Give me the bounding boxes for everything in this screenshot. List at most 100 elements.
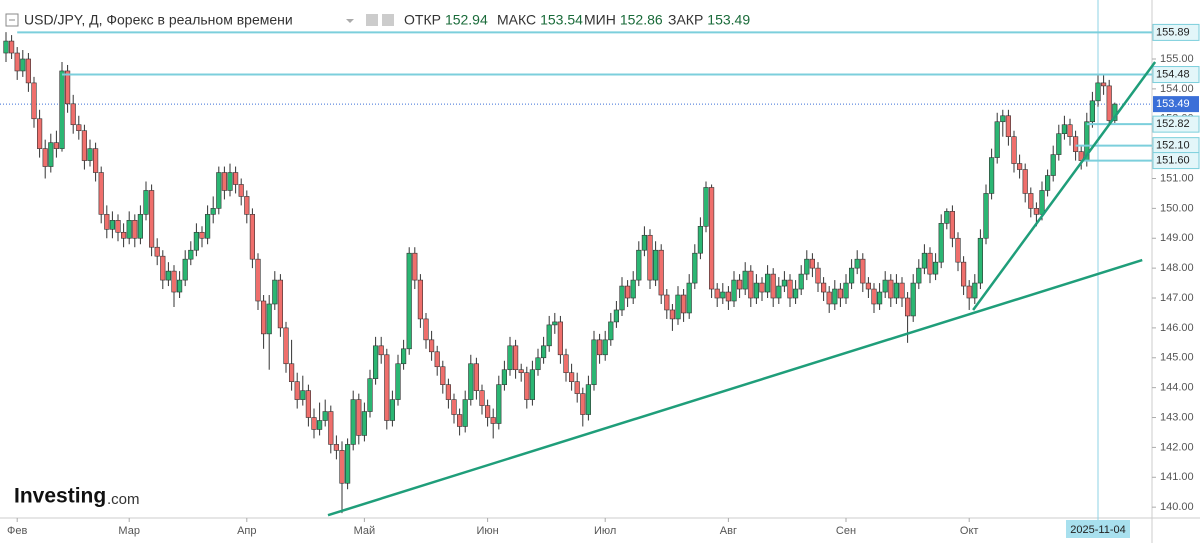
candle-body [552,321,558,326]
dropdown-arrow[interactable] [346,19,354,23]
candle-body [160,255,166,281]
candle-body [36,118,43,149]
candle-body [177,279,183,293]
candle-body [764,273,771,293]
candle-body [613,309,619,323]
x-tick-label: Сен [836,525,856,537]
candle-body [529,369,535,400]
settings-icon[interactable] [366,14,378,26]
trendline [327,258,1143,517]
candle-body [697,226,703,254]
candle-body [658,249,664,296]
candle-body [624,285,631,299]
candle-body [876,291,883,305]
level-label-box [1152,23,1200,41]
candle-body [372,345,379,379]
candle-body [1022,169,1028,194]
x-tick-label: Фев [7,525,27,537]
candle-body [76,124,82,132]
candle-body [899,282,905,299]
candle-body [574,381,580,394]
crosshair-date-box [1066,520,1130,538]
candle-body [966,285,972,299]
candle-body [798,273,804,290]
candle-body [826,291,832,305]
y-tick-label: 141.00 [1160,471,1194,483]
candle-body [445,384,452,400]
candle-body [316,420,323,430]
candle-body [266,303,272,335]
level-label-box [1152,115,1200,133]
chart-header-title: USD/JPY, Д, Форекс в реальном времени [24,12,293,28]
y-tick-label: 148.00 [1160,262,1194,274]
candle-body [423,318,429,341]
candle-body [652,249,659,281]
y-tick-label: 151.00 [1160,172,1194,184]
candle-body [260,300,267,335]
candle-body [193,231,200,251]
candle-body [854,258,860,269]
header-label: ЗАКР [668,12,703,28]
candle-body [367,378,373,412]
candle-body [910,282,916,317]
candle-body [484,405,491,418]
candle-body [490,417,496,424]
settings-icon[interactable] [382,14,394,26]
candle-body [809,258,815,269]
candle-body [384,354,390,421]
candle-body [143,190,149,215]
candle-body [1050,154,1056,176]
candle-body [417,279,424,320]
level-label-box [1152,152,1200,170]
candle-body [81,130,87,161]
candle-body [949,211,955,239]
candle-body [518,369,524,374]
candle-body [188,249,194,260]
candle-body [272,279,278,305]
candle-body [1073,136,1079,152]
collapse-icon[interactable] [5,13,19,27]
candle-body [1095,82,1101,102]
candle-body [48,142,54,167]
level-label: 152.82 [1156,118,1190,130]
candle-body [596,339,603,356]
level-label: 152.10 [1156,140,1190,152]
candle-body [1011,136,1017,164]
candle-body [255,258,261,302]
candle-body [983,193,989,239]
candle-body [888,279,894,299]
candle-body [339,450,345,484]
y-tick-label: 140.00 [1160,501,1194,513]
candle-body [501,369,508,385]
candle-body [557,321,563,356]
candle-body [848,267,855,284]
candle-body [770,273,776,299]
candle-body [389,399,396,421]
header-value: 153.49 [707,12,750,28]
candle-body [703,187,709,227]
candle-body [468,363,474,400]
candle-body [93,148,99,173]
candle-body [249,214,256,260]
candle-body [580,393,586,415]
y-tick-label: 144.00 [1160,382,1194,394]
candle-body [871,288,877,305]
candle-body [944,211,950,224]
candle-body [277,279,284,329]
candle-body [720,291,726,299]
candle-body [283,327,289,365]
candle-body [636,249,642,281]
candle-body [70,103,76,126]
candle-body [9,40,15,54]
candle-body [608,321,614,341]
header-value: 152.86 [620,12,663,28]
candle-body [692,252,698,284]
candle-body [988,157,995,194]
candle-body [115,220,121,233]
candle-body [53,142,59,149]
candle-body [1000,115,1006,123]
candle-body [904,297,911,317]
candle-body [781,279,787,287]
candle-body [927,252,933,275]
candle-body [227,172,233,191]
